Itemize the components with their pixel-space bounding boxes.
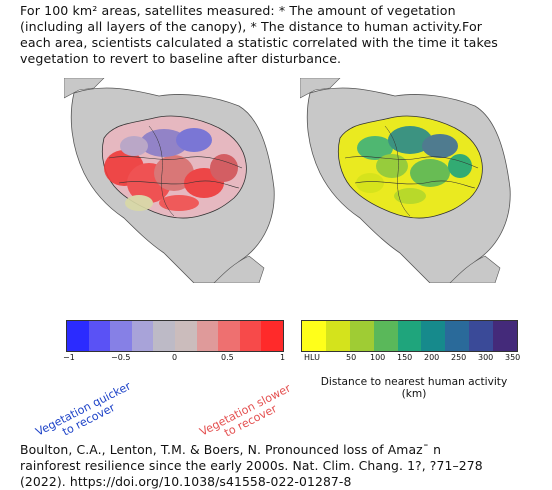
right-tick: 300: [478, 353, 494, 362]
citation-line-3: (2022). https://doi.org/10.1038/s41558-0…: [20, 474, 352, 489]
intro-line-4: vegetation to revert to baseline after d…: [20, 51, 342, 66]
intro-line-1: For 100 km² areas, satellites measured: …: [20, 3, 456, 18]
citation: Boulton, C.A., Lenton, T.M. & Boers, N. …: [20, 442, 540, 490]
resilience-colorbar-segment: [67, 321, 89, 351]
resilience-colorbar-segment: [218, 321, 240, 351]
citation-line-1: Boulton, C.A., Lenton, T.M. & Boers, N. …: [20, 442, 442, 457]
distance-map: [300, 78, 515, 283]
distance-colorbar-segment: [397, 321, 422, 351]
distance-colorbar-segment: [421, 321, 446, 351]
resilience-colorbar-segment: [261, 321, 283, 351]
right-tick: 150: [397, 353, 413, 362]
citation-line-2: rainforest resilience since the early 20…: [20, 458, 483, 473]
distance-colorbar-segment: [349, 321, 374, 351]
distance-colorbar-segment: [302, 321, 326, 351]
left-tick: −0.5: [111, 353, 131, 362]
resilience-colorbar-segment: [88, 321, 111, 351]
distance-colorbar-segment: [445, 321, 470, 351]
right-tick: 350: [505, 353, 521, 362]
distance-colorbar-segment: [325, 321, 350, 351]
distance-caption-line1: Distance to nearest human activity: [320, 376, 508, 388]
left-tick: 0.5: [221, 353, 234, 362]
quicker-recovery-label: Vegetation quicker to recover: [34, 379, 138, 449]
resilience-colorbar-segment: [131, 321, 154, 351]
distance-colorbar-segment: [373, 321, 398, 351]
left-tick: 1: [280, 353, 286, 362]
resilience-map: [64, 78, 279, 283]
right-tick: HLU: [304, 353, 320, 362]
right-tick: 200: [424, 353, 440, 362]
left-tick: −1: [63, 353, 75, 362]
right-tick: 100: [370, 353, 386, 362]
intro-line-3: each area, scientists calculated a stati…: [20, 35, 498, 50]
right-tick: 50: [346, 353, 357, 362]
map-panels: [64, 78, 524, 286]
right-tick: 250: [451, 353, 467, 362]
resilience-map-image: [64, 78, 279, 283]
resilience-colorbar-segment: [153, 321, 175, 351]
distance-colorbar-segment: [493, 321, 518, 351]
resilience-colorbar-segment: [239, 321, 262, 351]
left-tick: 0: [172, 353, 178, 362]
resilience-colorbar-segment: [110, 321, 132, 351]
distance-colorbar: [301, 320, 518, 352]
distance-map-image: [300, 78, 515, 283]
resilience-colorbar-segment: [174, 321, 197, 351]
intro-line-2: (including all layers of the canopy), * …: [20, 19, 483, 34]
distance-caption: Distance to nearest human activity (km): [300, 376, 528, 400]
intro-text: For 100 km² areas, satellites measured: …: [20, 3, 540, 67]
distance-colorbar-segment: [469, 321, 494, 351]
distance-caption-line2: (km): [401, 388, 427, 400]
slower-recovery-label: Vegetation slower to recover: [198, 382, 298, 449]
resilience-colorbar-segment: [196, 321, 219, 351]
resilience-colorbar: [66, 320, 284, 352]
